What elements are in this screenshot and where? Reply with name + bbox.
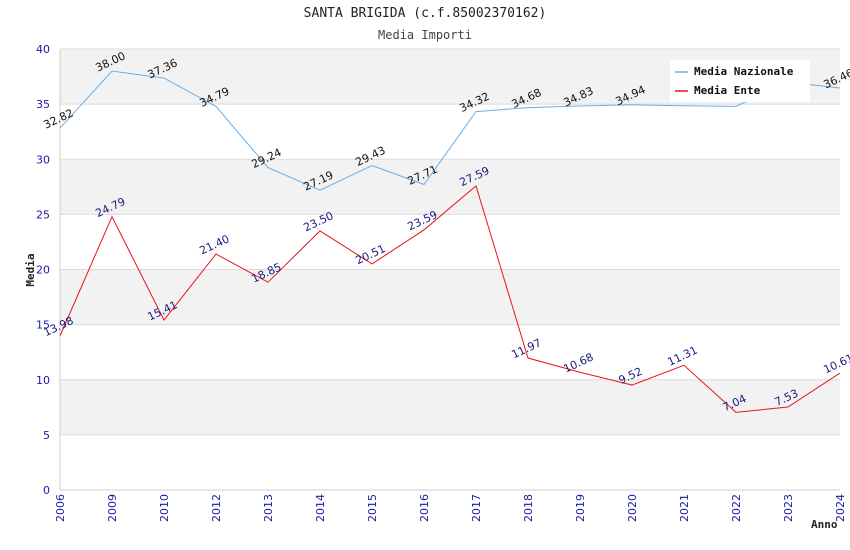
grid-band bbox=[60, 434, 840, 490]
x-tick-label: 2014 bbox=[314, 494, 327, 522]
grid-band bbox=[60, 324, 840, 380]
x-tick-label: 2010 bbox=[158, 494, 171, 522]
grid-band bbox=[60, 104, 840, 160]
y-tick-label: 25 bbox=[36, 208, 50, 221]
y-tick-label: 10 bbox=[36, 374, 50, 387]
y-tick-label: 40 bbox=[36, 43, 50, 56]
x-tick-label: 2006 bbox=[54, 494, 67, 522]
y-tick-label: 30 bbox=[36, 153, 50, 166]
legend: Media Nazionale Media Ente bbox=[670, 60, 810, 102]
legend-label-ente: Media Ente bbox=[694, 84, 761, 97]
y-tick-label: 20 bbox=[36, 264, 50, 277]
x-tick-label: 2017 bbox=[470, 494, 483, 522]
x-tick-label: 2019 bbox=[574, 494, 587, 522]
legend-label-nazionale: Media Nazionale bbox=[694, 65, 794, 78]
x-tick-label: 2012 bbox=[210, 494, 223, 522]
x-tick-label: 2016 bbox=[418, 494, 431, 522]
chart-subtitle: Media Importi bbox=[378, 28, 472, 42]
chart-title: SANTA BRIGIDA (c.f.85002370162) bbox=[303, 6, 547, 21]
x-tick-label: 2009 bbox=[106, 494, 119, 522]
x-axis-label: Anno bbox=[811, 518, 838, 531]
grid-band bbox=[60, 159, 840, 215]
x-tick-label: 2015 bbox=[366, 494, 379, 522]
x-tick-label: 2021 bbox=[678, 494, 691, 522]
x-tick-label: 2020 bbox=[626, 494, 639, 522]
y-tick-label: 5 bbox=[43, 429, 50, 442]
legend-box bbox=[670, 60, 810, 102]
x-tick-label: 2023 bbox=[782, 494, 795, 522]
y-axis-label: Media bbox=[24, 253, 37, 286]
x-tick-label: 2022 bbox=[730, 494, 743, 522]
y-tick-label: 15 bbox=[36, 319, 50, 332]
grid-band bbox=[60, 214, 840, 270]
series-line-nazionale bbox=[59, 70, 841, 191]
x-tick-label: 2013 bbox=[262, 494, 275, 522]
grid-band bbox=[60, 269, 840, 325]
y-tick-label: 35 bbox=[36, 98, 50, 111]
series-line-ente bbox=[59, 184, 841, 413]
y-tick-label: 0 bbox=[43, 484, 50, 497]
x-tick-label: 2018 bbox=[522, 494, 535, 522]
x-tick-label: 2024 bbox=[834, 494, 847, 522]
